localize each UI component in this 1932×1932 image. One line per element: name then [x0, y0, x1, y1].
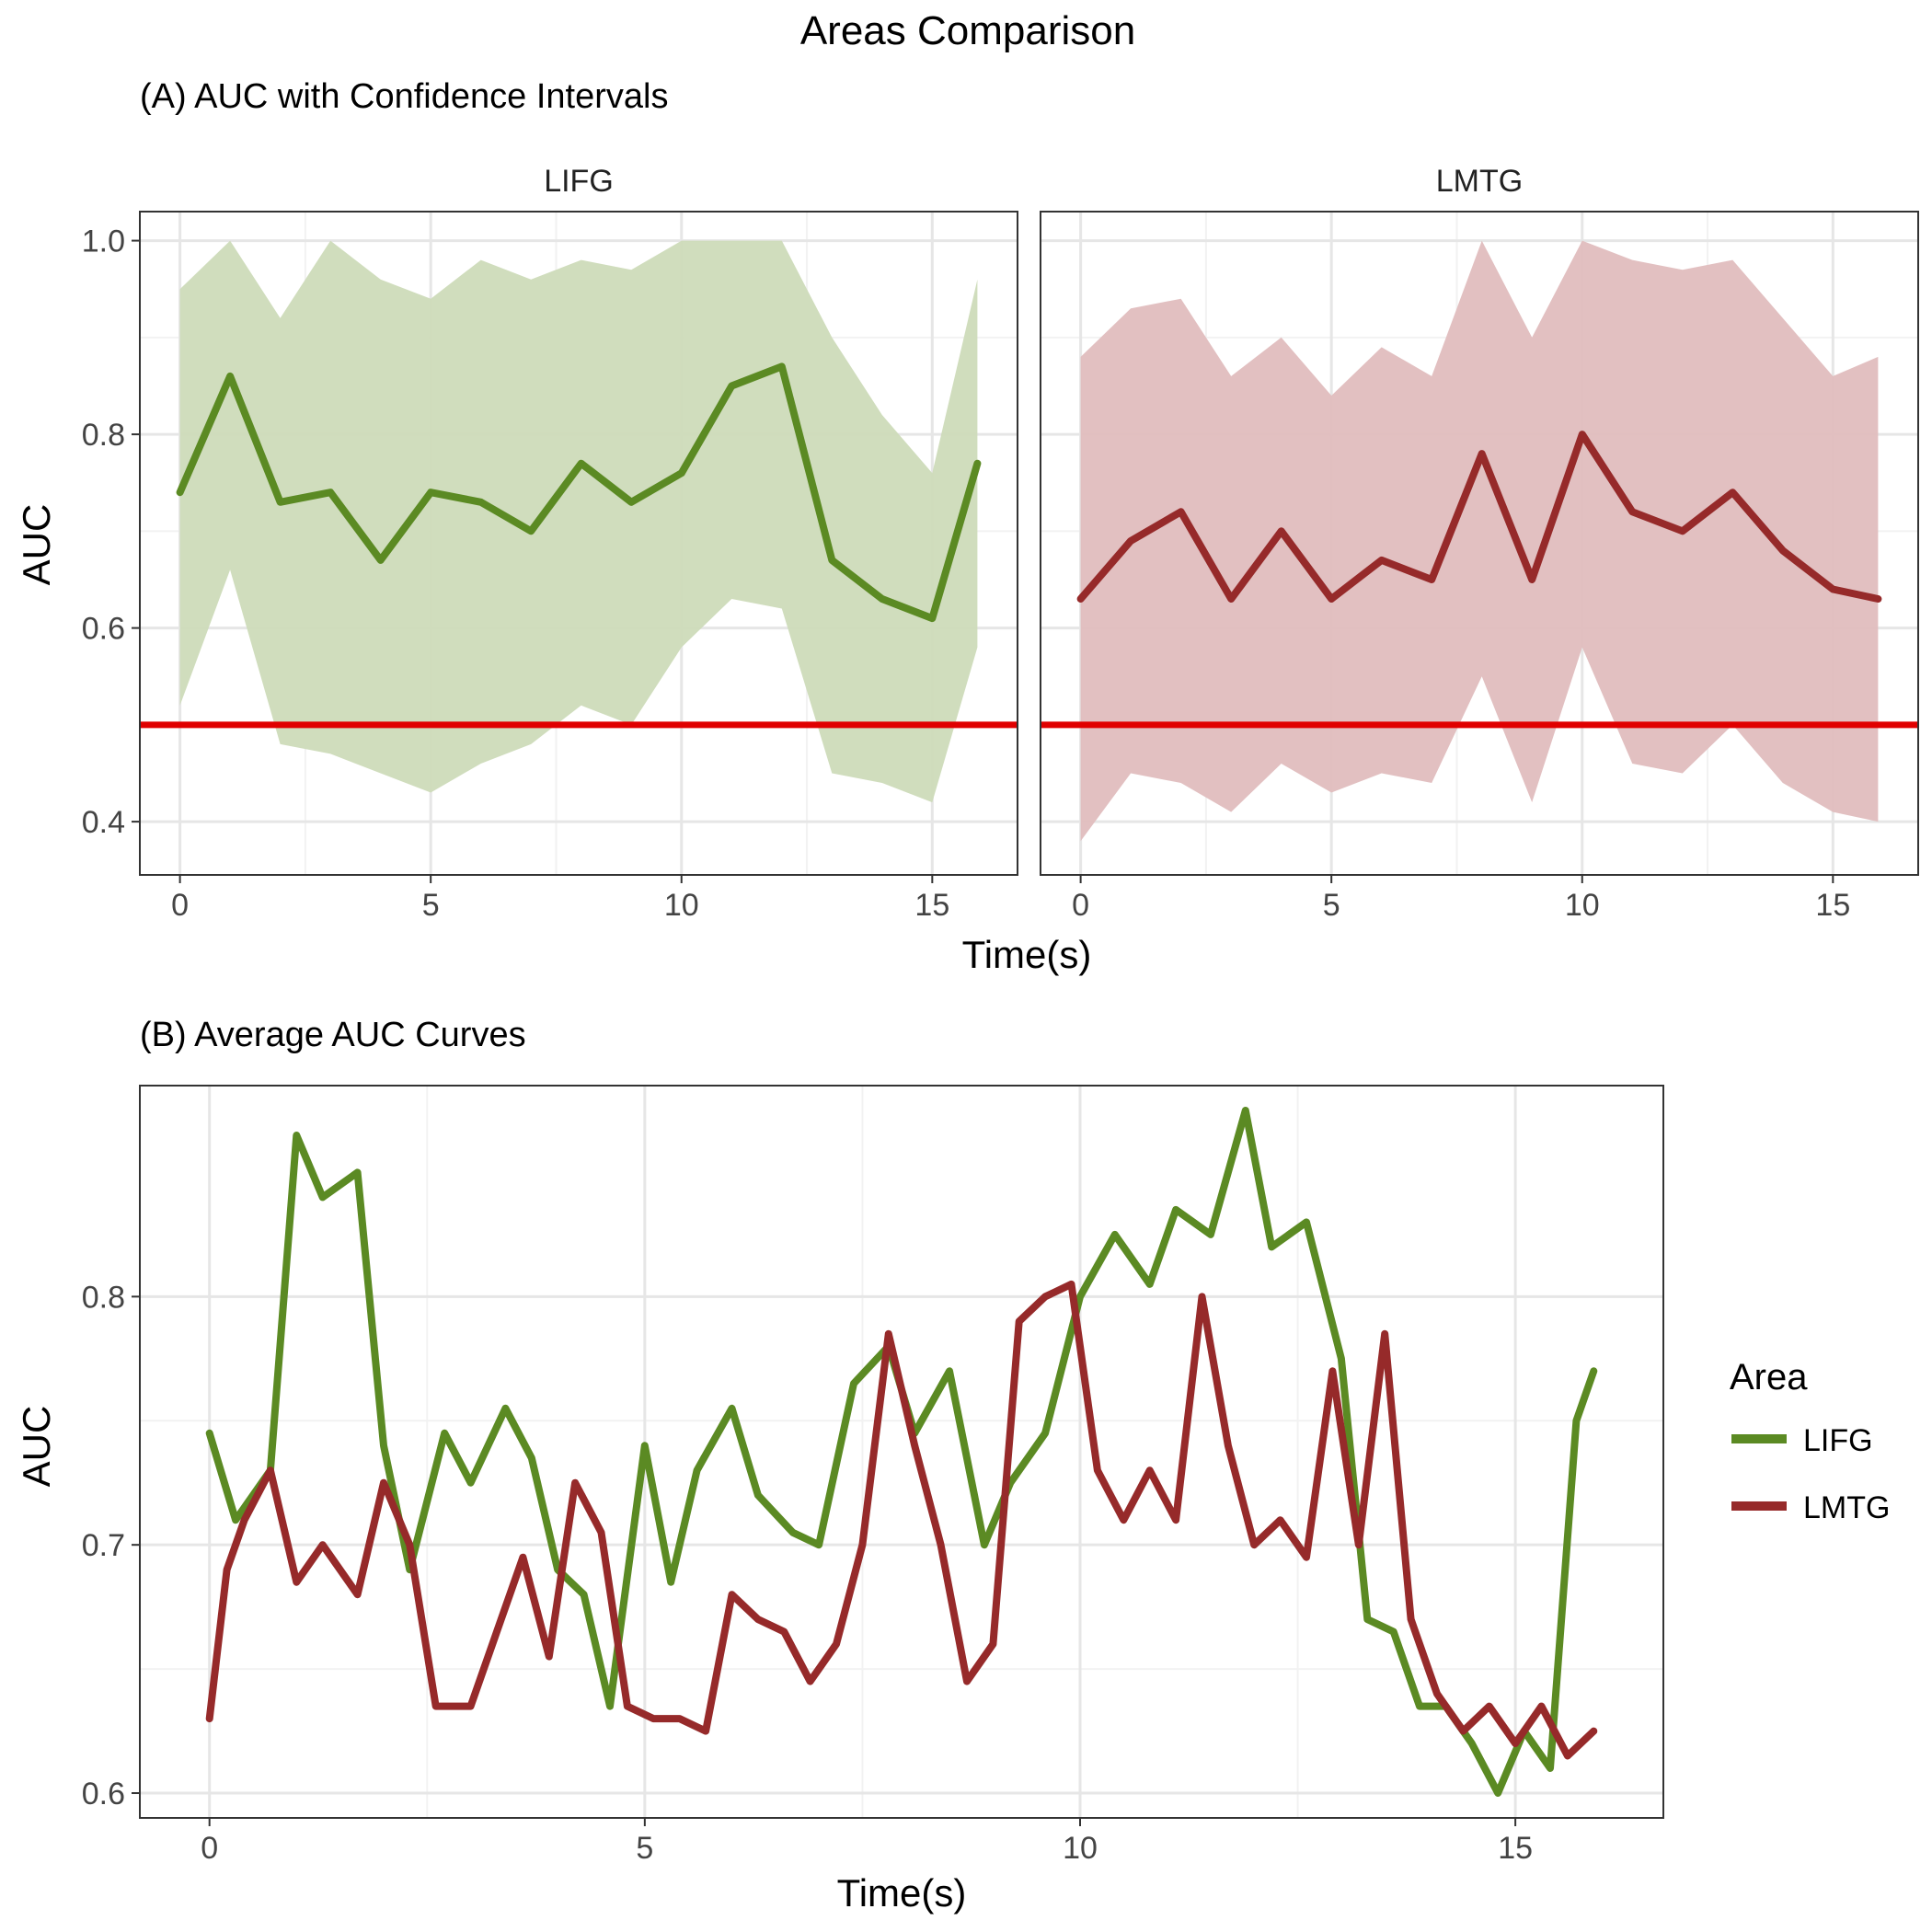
panel-a-ylabel: AUC — [15, 504, 58, 586]
panel-b-xtick-label: 5 — [636, 1831, 653, 1866]
panel-b-ytick-label: 0.7 — [82, 1528, 125, 1563]
facet-lifg-ytick-label: 0.6 — [82, 612, 125, 647]
facet-border-lifg — [139, 211, 1018, 876]
panel-a-xlabel: Time(s) — [962, 933, 1092, 976]
panel-b-subtitle: (B) Average AUC Curves — [140, 1016, 526, 1054]
figure-title: Areas Comparison — [800, 8, 1135, 53]
panel-b-xtick-label: 10 — [1063, 1831, 1098, 1866]
facet-lifg-xtick-label: 10 — [664, 888, 699, 923]
facet-border-lmtg — [1040, 211, 1919, 876]
panel-b-xtick-label: 0 — [201, 1831, 218, 1866]
panel-b-xlabel: Time(s) — [837, 1871, 967, 1915]
series-line-lmtg — [205, 1280, 1598, 1760]
legend: Area LIFG LMTG — [1730, 1357, 1890, 1525]
panel-b-plot: 0 5 10 15 0.6 0.7 0.8 — [82, 1085, 1664, 1866]
legend-label-lmtg: LMTG — [1803, 1490, 1890, 1525]
strip-label-lifg: LIFG — [544, 164, 614, 199]
panel-b-ytick-label: 0.6 — [82, 1777, 125, 1811]
facet-lmtg-xtick-label: 0 — [1072, 888, 1089, 923]
auc-line-lmtg — [1076, 431, 1882, 603]
facet-lmtg: LMTG 0 5 10 15 — [1040, 164, 1919, 923]
panel-b-xtick-label: 15 — [1498, 1831, 1533, 1866]
panel-b-ylabel: AUC — [15, 1406, 58, 1488]
legend-label-lifg: LIFG — [1803, 1423, 1873, 1458]
facet-lifg-ytick-label: 0.8 — [82, 418, 125, 453]
facet-lifg-xtick-label: 0 — [171, 888, 189, 923]
facet-lifg-ytick-label: 1.0 — [82, 224, 125, 259]
strip-label-lmtg: LMTG — [1436, 164, 1523, 199]
confidence-band-lmtg — [1080, 240, 1879, 842]
panel-b-ytick-label: 0.8 — [82, 1280, 125, 1315]
facet-lifg-xtick-label: 15 — [914, 888, 949, 923]
facet-lmtg-xtick-label: 5 — [1323, 888, 1340, 923]
facet-lmtg-xtick-label: 15 — [1815, 888, 1850, 923]
facet-lifg: LIFG 0 5 10 15 0.4 0.6 0.8 1.0 — [82, 164, 1018, 923]
auc-line-lifg — [176, 362, 982, 623]
facet-lmtg-xtick-label: 10 — [1565, 888, 1600, 923]
panel-a-subtitle: (A) AUC with Confidence Intervals — [140, 77, 668, 116]
panel-b: (B) Average AUC Curves 0 5 10 15 0.6 0.7 0.8 T… — [15, 1016, 1890, 1915]
facet-lifg-ytick-label: 0.4 — [82, 805, 125, 840]
legend-title: Area — [1730, 1357, 1808, 1397]
series-line-lifg — [205, 1107, 1598, 1797]
panel-a: (A) AUC with Confidence Intervals LIFG 0 5… — [15, 77, 1919, 976]
panel-b-border — [139, 1085, 1664, 1819]
confidence-band-lifg — [179, 240, 978, 803]
facet-lifg-xtick-label: 5 — [422, 888, 440, 923]
